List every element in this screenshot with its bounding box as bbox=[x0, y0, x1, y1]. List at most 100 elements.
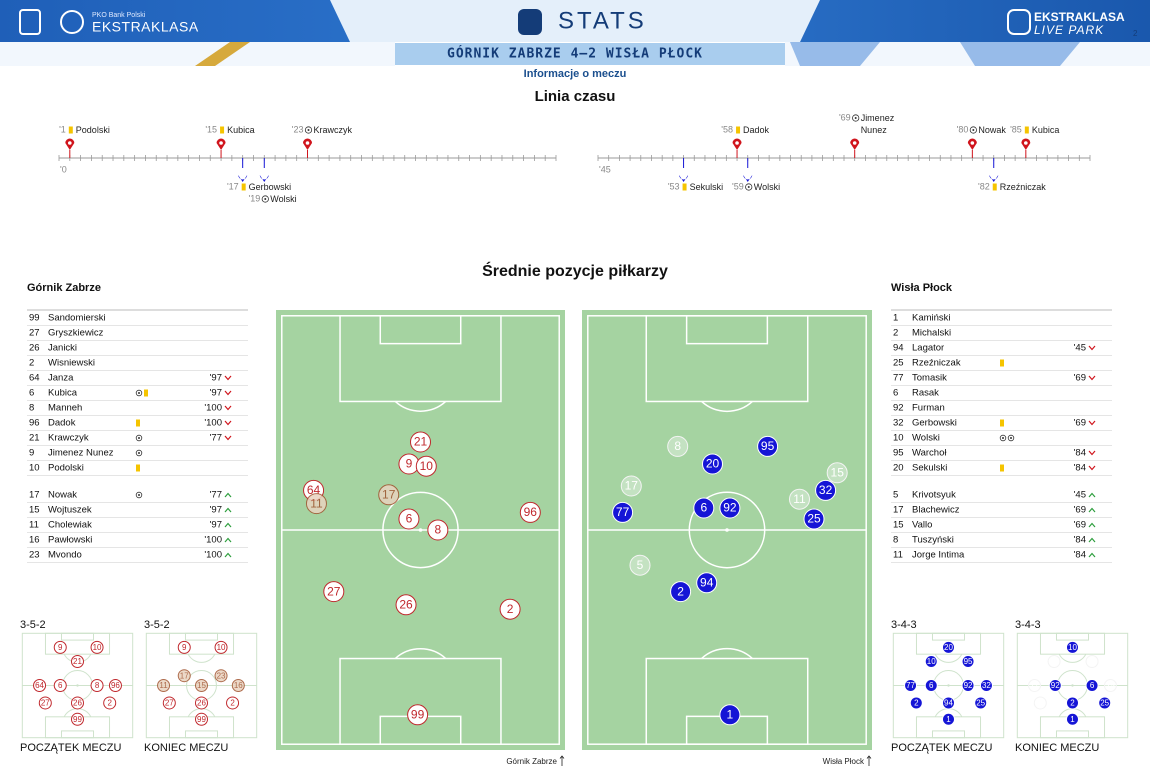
player-name: Pawłowski bbox=[48, 535, 92, 546]
token-number: 77 bbox=[616, 505, 630, 519]
attack-arrow bbox=[559, 755, 565, 766]
player-token: 6 bbox=[398, 508, 420, 530]
league-logo bbox=[60, 10, 84, 34]
token-number: 17 bbox=[382, 487, 396, 501]
player-token: 94 bbox=[942, 696, 955, 710]
event-name-box: Podolski bbox=[75, 125, 110, 135]
timeline-pin bbox=[989, 158, 999, 182]
event-minute: '59 bbox=[732, 181, 744, 191]
player-token: 2 bbox=[226, 696, 240, 710]
pin-dot bbox=[305, 141, 310, 145]
player-token: 25 bbox=[803, 508, 825, 530]
token-number: 11 bbox=[1088, 657, 1097, 666]
player-token: 6 bbox=[53, 679, 67, 692]
header-left-strip bbox=[0, 42, 395, 66]
player-token: 92 bbox=[719, 497, 741, 519]
player-name: Manneh bbox=[48, 403, 82, 414]
center-spot bbox=[76, 684, 79, 687]
event-player: Kubica bbox=[1031, 125, 1060, 135]
team-name: Wisła Płock bbox=[891, 282, 953, 294]
player-token: 8 bbox=[667, 435, 689, 457]
player-name: Gerbowski bbox=[912, 418, 957, 429]
token-number: 20 bbox=[706, 457, 720, 471]
token-number: 17 bbox=[180, 671, 189, 680]
token-circle bbox=[407, 704, 429, 726]
player-token: 17 bbox=[1028, 679, 1042, 692]
sub-minute: '77 bbox=[210, 490, 222, 501]
token-circle bbox=[1066, 696, 1079, 710]
event-minute: '17 bbox=[227, 181, 239, 191]
goal-ball-center bbox=[138, 494, 140, 496]
player-token: 99 bbox=[71, 712, 84, 726]
player-number: 92 bbox=[893, 403, 904, 414]
sub-minute: '97 bbox=[210, 388, 222, 399]
token-number: 2 bbox=[677, 584, 684, 598]
token-number: 92 bbox=[964, 681, 973, 690]
event-minute: '19 bbox=[249, 193, 261, 203]
player-name: Tomasik bbox=[912, 373, 947, 384]
token-circle bbox=[1033, 696, 1047, 710]
token-circle bbox=[693, 497, 715, 519]
sub-off-arrow bbox=[224, 420, 232, 426]
sub-minute: '84 bbox=[1074, 550, 1086, 561]
timeline-pin bbox=[732, 138, 742, 158]
goal-box bbox=[1055, 632, 1090, 641]
timeline-start: '0 bbox=[60, 164, 67, 174]
token-circle bbox=[757, 435, 779, 457]
token-circle bbox=[71, 696, 84, 710]
player-name: Janza bbox=[48, 373, 74, 384]
token-number: 11 bbox=[310, 496, 323, 510]
player-token: 6 bbox=[693, 497, 715, 519]
penalty-arc bbox=[394, 648, 447, 660]
stats-logo bbox=[518, 9, 542, 35]
sub-minute: '100 bbox=[204, 550, 222, 561]
pin-dot bbox=[1024, 141, 1028, 145]
event-name-box: Sekulski bbox=[690, 182, 724, 192]
player-token: 20 bbox=[702, 453, 723, 475]
event-player: Podolski bbox=[75, 125, 110, 135]
pin-dot bbox=[852, 141, 857, 145]
timeline-pin bbox=[65, 138, 75, 158]
player-name: Kamiński bbox=[912, 313, 951, 324]
event-player: Nowak bbox=[978, 125, 1006, 135]
pin-dot bbox=[240, 173, 245, 177]
token-number: 64 bbox=[35, 681, 44, 690]
event-minute: '69 bbox=[839, 112, 851, 122]
token-circle bbox=[162, 696, 176, 710]
timeline-pin bbox=[303, 138, 312, 158]
goal-box bbox=[1055, 730, 1090, 739]
event-player: Gerbowski bbox=[248, 182, 292, 192]
player-token: 27 bbox=[162, 696, 176, 710]
player-token: 11 bbox=[789, 488, 810, 510]
token-number: 25 bbox=[807, 512, 821, 526]
token-number: 2 bbox=[107, 699, 112, 708]
goal-ball-center bbox=[264, 198, 267, 200]
player-number: 8 bbox=[893, 535, 898, 546]
token-circle bbox=[90, 679, 104, 692]
token-circle bbox=[398, 508, 420, 530]
pin-dot bbox=[219, 141, 223, 145]
card-icon bbox=[736, 126, 741, 134]
sub-off-arrow bbox=[224, 390, 232, 396]
token-circle bbox=[979, 679, 993, 692]
player-name: Rzeźniczak bbox=[912, 358, 961, 369]
token-number: 25 bbox=[976, 699, 985, 708]
goal-box bbox=[685, 315, 769, 345]
player-number: 9 bbox=[29, 448, 34, 459]
formation-shape: 3-4-3 bbox=[1015, 619, 1041, 631]
formation-caption: KONIEC MECZU bbox=[1015, 742, 1099, 754]
token-number: 27 bbox=[165, 699, 174, 708]
token-circle bbox=[157, 679, 171, 692]
formation-shape: 3-5-2 bbox=[144, 619, 170, 631]
sub-minute: '84 bbox=[1074, 448, 1086, 459]
token-number: 9 bbox=[406, 457, 413, 471]
goal-box bbox=[379, 315, 462, 345]
penalty-arc bbox=[701, 648, 753, 660]
token-circle bbox=[702, 453, 723, 475]
token-number: 94 bbox=[944, 699, 953, 708]
player-token: 2 bbox=[1066, 696, 1079, 710]
center-circle bbox=[382, 491, 459, 569]
sub-on-arrow bbox=[224, 507, 232, 513]
token-number: 5 bbox=[1038, 699, 1043, 708]
player-number: 64 bbox=[29, 373, 40, 384]
